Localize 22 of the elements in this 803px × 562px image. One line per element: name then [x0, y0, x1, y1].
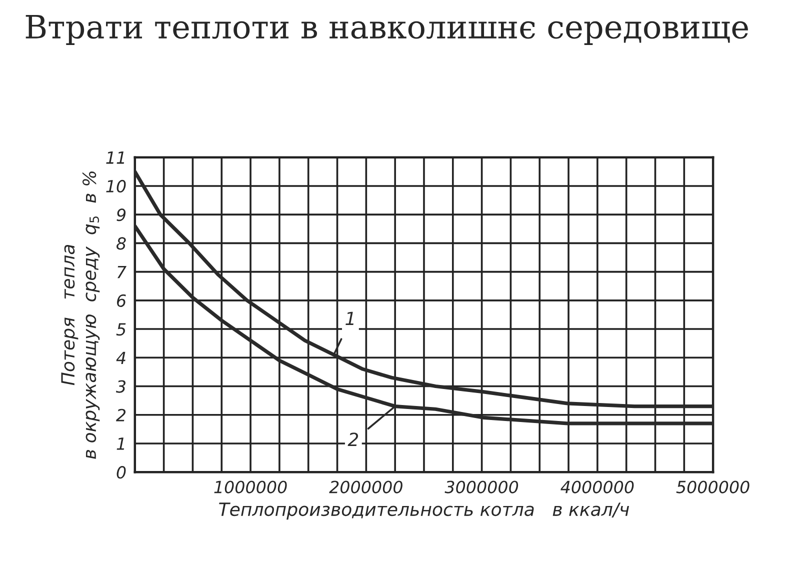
- x-tick-label: 3000000: [444, 480, 518, 494]
- series-label: 1: [346, 312, 354, 326]
- y-tick-label: 11: [106, 152, 124, 164]
- y-tick-label: 4: [116, 352, 126, 364]
- y-tick-label: 1: [116, 438, 124, 450]
- x-axis-title: Теплопроизводительность котла в ккал/ч: [219, 502, 630, 520]
- y-tick-label: 10: [106, 180, 126, 193]
- x-tick-label: 1000000: [214, 480, 287, 494]
- y-tick-label: 9: [116, 208, 126, 222]
- y-tick-label: 5: [116, 323, 126, 336]
- y-axis-title: Потеря тепла в окружающую среду q$_{5}$ в %: [61, 172, 100, 459]
- y-tick-label: 0: [116, 466, 126, 479]
- y-tick-label: 6: [117, 294, 126, 307]
- x-tick-label: 4000000: [560, 480, 634, 494]
- chart-title: Втрати теплоти в навколишнє середовище: [26, 15, 748, 45]
- y-tick-label: 8: [116, 237, 126, 250]
- y-tick-label: 2: [116, 408, 126, 422]
- series-label: 2: [348, 432, 358, 446]
- y-tick-label: 7: [118, 266, 126, 278]
- x-tick-label: 2000000: [329, 480, 402, 494]
- y-tick-label: 3: [116, 380, 126, 393]
- x-tick-label: 5000000: [676, 480, 750, 494]
